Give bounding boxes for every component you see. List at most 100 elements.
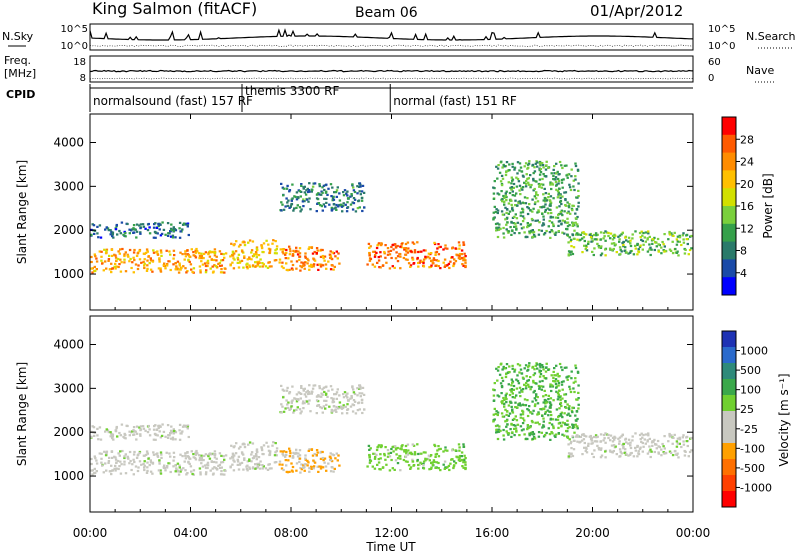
power-cell (519, 223, 523, 226)
power-cell (190, 268, 193, 271)
power-cell (506, 221, 509, 224)
velocity-cell (531, 412, 534, 415)
power-cell (504, 194, 508, 197)
power-cell (243, 256, 246, 259)
power-cell (503, 201, 506, 204)
velocity-cell (128, 450, 132, 454)
velocity-cell (158, 425, 161, 428)
power-cell (172, 227, 176, 231)
power-cell (538, 160, 542, 164)
velocity-cell (247, 443, 250, 446)
velocity-cell (158, 430, 161, 433)
velocity-cell (302, 400, 305, 403)
y-tick-label: 3000 (53, 381, 84, 395)
power-cell (523, 196, 527, 199)
velocity-cell (453, 460, 456, 463)
velocity-cell (631, 439, 634, 442)
velocity-cell (173, 456, 176, 459)
velocity-cell (255, 449, 259, 452)
power-cell (634, 244, 637, 247)
power-cell (99, 236, 103, 239)
power-cell (574, 178, 577, 181)
velocity-cell (373, 457, 377, 460)
power-cell (294, 195, 297, 199)
power-cell (536, 161, 539, 164)
power-cell (602, 237, 605, 240)
power-cell (496, 192, 499, 195)
velocity-cell (261, 464, 264, 467)
power-cell (640, 238, 643, 241)
velocity-cell (523, 367, 526, 370)
power-cell (500, 210, 504, 213)
velocity-cell (91, 473, 94, 476)
velocity-cell (507, 433, 510, 436)
velocity-cell (318, 395, 321, 398)
velocity-cell (574, 364, 577, 367)
velocity-cell (218, 452, 222, 455)
velocity-cell (538, 364, 542, 367)
power-cell (154, 231, 158, 234)
power-cell (302, 187, 305, 190)
velocity-cell (334, 408, 337, 411)
velocity-cell (685, 440, 688, 443)
power-cell (581, 237, 584, 240)
power-cell (571, 209, 574, 212)
power-cell (510, 233, 513, 236)
power-cell (301, 200, 305, 203)
velocity-cell (546, 409, 549, 412)
power-cell (540, 229, 543, 232)
power-cell (531, 229, 534, 232)
velocity-cell (223, 473, 226, 476)
power-cell (128, 260, 131, 263)
power-cell (516, 172, 519, 175)
velocity-cell (390, 447, 393, 451)
power-cell (377, 242, 381, 245)
power-cell (132, 224, 136, 227)
velocity-cell (368, 461, 372, 464)
velocity-colorbar-swatch (722, 443, 736, 460)
power-cell (388, 267, 392, 270)
velocity-cell (565, 429, 568, 433)
velocity-cell (300, 468, 303, 471)
power-cell (304, 256, 307, 259)
velocity-cell (531, 421, 534, 424)
velocity-cell (160, 456, 163, 459)
velocity-cell (188, 457, 191, 460)
power-cell (512, 222, 515, 225)
velocity-cell (565, 423, 569, 426)
power-cell (291, 263, 295, 267)
power-cell (302, 198, 305, 201)
power-cell (384, 256, 387, 259)
power-cell (330, 195, 333, 198)
power-cell (613, 233, 616, 236)
power-cell (663, 250, 666, 253)
power-cell (464, 261, 467, 264)
velocity-cell (574, 414, 577, 417)
velocity-cell (344, 405, 347, 408)
velocity-cell (109, 435, 112, 438)
power-cell (507, 181, 510, 184)
power-cell (552, 224, 555, 228)
power-cell (660, 252, 663, 255)
velocity-cell (379, 446, 383, 449)
velocity-cell (236, 458, 239, 461)
power-cell (495, 226, 498, 229)
power-cell (318, 185, 321, 188)
power-cell (361, 209, 364, 213)
power-cell (582, 231, 585, 234)
power-cell (532, 207, 535, 210)
power-cell (246, 267, 249, 270)
power-cell (159, 270, 163, 273)
velocity-cell (311, 387, 315, 390)
velocity-cell (571, 406, 574, 409)
velocity-cell (430, 461, 433, 465)
velocity-cell (449, 462, 452, 465)
velocity-cell (574, 380, 577, 383)
velocity-cell (574, 435, 578, 438)
power-cell (268, 250, 272, 253)
power-cell (567, 250, 571, 253)
velocity-cell (366, 465, 369, 468)
velocity-cell (511, 418, 515, 421)
power-cell (286, 184, 289, 187)
